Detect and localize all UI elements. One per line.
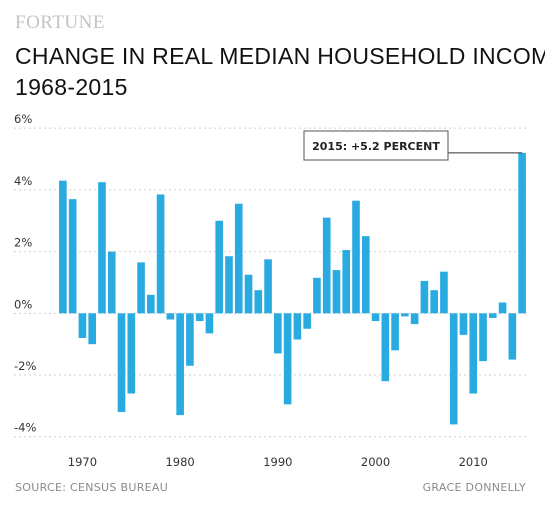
bar-1979 (166, 313, 175, 320)
annotation-box (303, 130, 449, 161)
bar-2008 (449, 313, 458, 425)
bar-2000 (371, 313, 380, 322)
bar-1972 (98, 182, 106, 314)
bar-1977 (147, 294, 155, 314)
source-note: SOURCE: CENSUS BUREAU (15, 481, 168, 494)
bar-1978 (156, 194, 165, 314)
annotation: 2015: +5.2 PERCENT (303, 130, 523, 161)
bar-2007 (440, 271, 448, 314)
bar-1969 (68, 199, 77, 314)
y-tick-label: 6% (14, 112, 32, 126)
bar-1999 (361, 236, 370, 314)
x-tick-label: 1970 (68, 455, 97, 469)
bar-1983 (205, 313, 214, 334)
bar-2009 (459, 313, 468, 335)
bar-1991 (283, 313, 292, 405)
bar-1984 (215, 220, 224, 314)
bar-2014 (508, 313, 517, 360)
bar-1980 (176, 313, 184, 416)
bar-1998 (352, 200, 360, 314)
bar-1986 (234, 203, 243, 314)
bar-2013 (498, 302, 507, 314)
bar-2002 (391, 313, 399, 351)
chart-title-line-2: 1968-2015 (15, 74, 128, 100)
bar-1975 (127, 313, 136, 394)
x-tick-label: 1980 (165, 455, 194, 469)
y-tick-label: 0% (14, 297, 32, 311)
bar-1990 (274, 313, 282, 354)
bar-1995 (322, 217, 331, 314)
author-credit: GRACE DONNELLY (423, 481, 526, 494)
bar-1993 (303, 313, 311, 329)
bar-1982 (195, 313, 204, 322)
bar-2006 (430, 290, 438, 314)
bar-1992 (293, 313, 302, 340)
bar-1987 (244, 274, 253, 314)
bar-1988 (254, 290, 263, 314)
bar-1989 (264, 259, 272, 314)
bar-1968 (59, 180, 67, 314)
y-tick-label: -4% (14, 421, 36, 435)
bar-2015 (518, 152, 526, 314)
bar-1981 (186, 313, 194, 366)
bar-1997 (342, 250, 351, 314)
bar-2012 (488, 313, 497, 318)
bar-2003 (401, 313, 409, 317)
bar-1970 (78, 313, 87, 338)
bar-2011 (479, 313, 487, 362)
bar-2010 (469, 313, 478, 394)
x-tick-label: 1990 (263, 455, 292, 469)
bar-1971 (88, 313, 97, 345)
chart-title-line-1: CHANGE IN REAL MEDIAN HOUSEHOLD INCOME, (15, 43, 545, 69)
bar-2005 (420, 280, 429, 314)
bar-1973 (107, 251, 116, 314)
bar-1994 (313, 277, 321, 314)
annotation-label: 2015: +5.2 PERCENT (312, 140, 440, 153)
bar-1985 (225, 256, 233, 314)
y-tick-label: 2% (14, 236, 32, 250)
brand-logo: FORTUNE (15, 12, 105, 33)
y-tick-label: -2% (14, 359, 36, 373)
x-tick-label: 2000 (361, 455, 390, 469)
bar-2001 (381, 313, 390, 382)
bar-1996 (332, 270, 341, 314)
bar-1976 (137, 262, 145, 314)
x-tick-label: 2010 (459, 455, 488, 469)
y-tick-label: 4% (14, 174, 32, 188)
bar-2004 (410, 313, 419, 325)
x-axis-ticks: 1970 1980 1990 2000 2010 (68, 455, 488, 469)
bars (59, 152, 526, 425)
y-axis-ticks: -4% -2% 0% 2% 4% 6% (14, 112, 36, 435)
bar-1974 (117, 313, 126, 413)
